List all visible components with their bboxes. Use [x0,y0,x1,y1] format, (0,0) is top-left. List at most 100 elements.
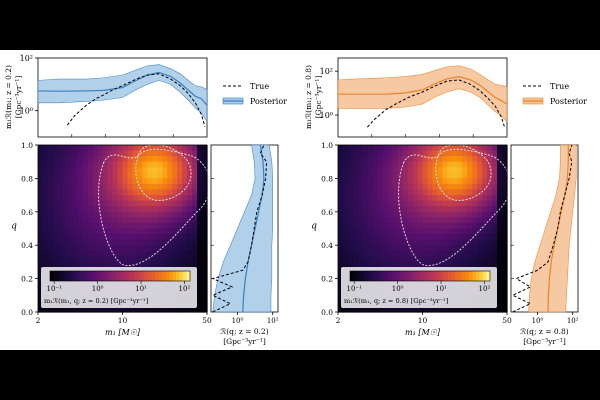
heatmap-cell [122,245,129,252]
heatmap-cell [477,250,483,257]
heatmap-cell [77,261,84,269]
heatmap-cell [447,256,453,263]
heatmap-cell [422,206,429,213]
heatmap-cell [492,189,498,196]
heatmap-ytick-label: 1.0 [321,141,333,150]
heatmap-cell [157,217,163,224]
heatmap-cell [402,145,409,152]
heatmap-cell [477,306,483,313]
heatmap-cell [122,172,129,179]
heatmap-cell [492,195,498,202]
heatmap-cell [482,306,488,313]
heatmap-cell [167,306,173,313]
heatmap-cell [102,261,109,269]
heatmap-cell [107,234,114,241]
heatmap-cell [357,156,364,163]
heatmap-cell [62,222,69,230]
heatmap-cell [402,167,409,174]
heatmap-cell [497,156,503,163]
heatmap-cell [372,150,379,157]
heatmap-cell [117,145,124,152]
heatmap-cell [102,256,109,263]
heatmap-cell [137,156,143,163]
heatmap-cell [362,150,369,157]
heatmap-cell [132,206,139,213]
heatmap-cell [392,245,399,252]
heatmap-cell [127,195,134,202]
heatmap-cell [417,156,424,163]
heatmap-cell [97,261,104,269]
heatmap-cell [442,150,448,157]
heatmap-cell [487,200,493,207]
colorbar-tick-label: 10⁰ [392,285,404,293]
heatmap-cell [342,172,349,179]
heatmap-cell [72,306,79,313]
heatmap-cell [112,200,119,207]
heatmap-cell [147,245,153,252]
heatmap-cell [197,245,203,252]
heatmap-cell [382,145,389,152]
heatmap-cell [92,189,99,196]
heatmap-cell [57,261,64,269]
colorbar-segment [81,271,86,281]
heatmap-cell [427,250,434,257]
heatmap-cell [352,150,359,157]
heatmap-cell [427,167,434,174]
heatmap-cell [127,167,134,174]
heatmap-cell [432,183,439,191]
heatmap-cell [422,178,429,185]
heatmap-cell [497,256,503,263]
heatmap-cell [47,178,54,185]
heatmap-cell [187,228,193,235]
heatmap-cell [412,172,419,179]
heatmap-cell [402,256,409,263]
q-marginal-xtick-label: 10⁰ [232,317,244,325]
heatmap-cell [202,250,208,257]
heatmap-cell [357,211,364,218]
heatmap-cell [402,211,409,218]
heatmap-cell [452,178,458,185]
heatmap-ytick-label: 0.6 [21,208,33,217]
heatmap-cell [112,178,119,185]
heatmap-cell [142,150,148,157]
heatmap-cell [197,161,203,168]
heatmap-cell [172,222,178,230]
heatmap-cell [47,239,54,246]
heatmap-cell [372,256,379,263]
heatmap-cell [452,189,458,196]
heatmap-cell [202,261,208,269]
heatmap-cell [142,178,148,185]
heatmap-cell [142,217,148,224]
heatmap-cell [382,172,389,179]
heatmap-cell [107,222,114,230]
heatmap-cell [427,172,434,179]
heatmap-cell [342,211,349,218]
heatmap-cell [392,306,399,313]
heatmap-cell [437,261,443,269]
heatmap-cell [102,183,109,191]
heatmap-cell [502,306,508,313]
heatmap-cell [62,217,69,224]
heatmap-cell [462,239,468,246]
heatmap-cell [197,239,203,246]
heatmap-cell [142,189,148,196]
heatmap-cell [137,217,143,224]
heatmap-cell [92,222,99,230]
heatmap-cell [502,250,508,257]
heatmap-cell [162,178,168,185]
colorbar-segment [420,271,424,281]
heatmap-cell [192,178,198,185]
heatmap-cell [342,234,349,241]
colorbar-segment [127,271,131,281]
heatmap-cell [72,206,79,213]
heatmap-cell [397,178,404,185]
heatmap-cell [417,234,424,241]
heatmap-cell [347,217,354,224]
heatmap-cell [47,261,54,269]
heatmap-cell [137,183,143,191]
heatmap-cell [387,250,394,257]
heatmap-cell [477,222,483,230]
heatmap-cell [382,195,389,202]
heatmap-cell [367,234,374,241]
heatmap-cell [362,261,369,269]
